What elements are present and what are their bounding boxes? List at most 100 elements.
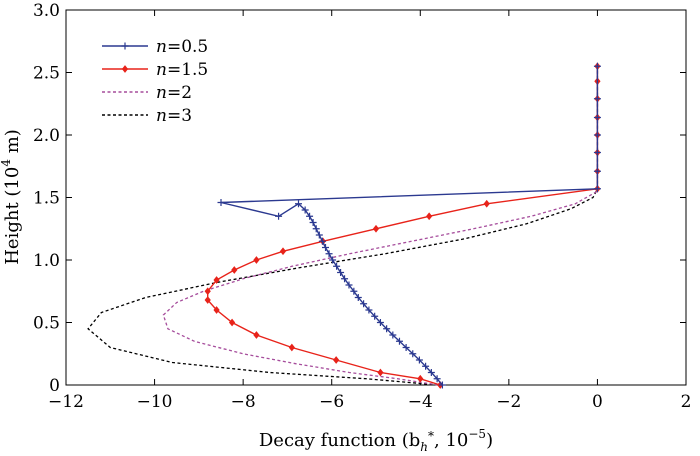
x-tick-label: −6 <box>319 392 344 412</box>
legend-label-n-0-5: n=0.5 <box>156 37 208 57</box>
x-tick-label: −8 <box>231 392 256 412</box>
data-point-n-1-5 <box>417 374 424 383</box>
legend-label-value: =2 <box>167 83 192 103</box>
data-point-n-0-5 <box>402 344 410 351</box>
series-line-n-3 <box>87 66 599 386</box>
data-point-n-1-5 <box>231 266 238 274</box>
data-point-n-0-5 <box>325 250 333 258</box>
y-tick-label: 1.0 <box>33 251 60 271</box>
data-point-n-0-5 <box>312 225 320 233</box>
data-point-n-0-5 <box>329 256 337 264</box>
data-point-n-0-5 <box>427 369 435 376</box>
data-point-n-0-5 <box>341 275 349 283</box>
y-tick-label: 2.0 <box>33 126 60 146</box>
x-axis-label-sub: h <box>420 440 428 454</box>
data-point-n-1-5 <box>228 318 236 327</box>
legend-label-n-3: n=3 <box>156 106 192 126</box>
data-point-n-0-5 <box>350 287 358 295</box>
x-axis-label-exp: −5 <box>468 427 486 441</box>
data-point-n-0-5 <box>395 337 403 345</box>
legend-label-var: n <box>156 37 167 57</box>
x-axis-label-close: ) <box>486 430 493 451</box>
data-point-n-0-5 <box>593 114 601 121</box>
data-point-n-0-5 <box>315 231 323 239</box>
data-point-n-0-5 <box>593 167 601 175</box>
data-point-n-1-5 <box>213 276 220 284</box>
x-tick-label: 0 <box>592 392 603 412</box>
data-point-n-0-5 <box>415 356 423 364</box>
series-n-1-5 <box>204 62 601 389</box>
data-point-n-0-5 <box>345 281 353 289</box>
legend-label-value: =0.5 <box>167 37 208 57</box>
x-tick-label: 2 <box>681 392 692 412</box>
data-point-n-1-5 <box>483 199 490 208</box>
data-point-n-1-5 <box>253 331 260 339</box>
data-point-n-1-5 <box>204 287 211 296</box>
data-point-n-1-5 <box>288 343 295 352</box>
data-point-n-1-5 <box>204 296 211 304</box>
x-axis-label-sup: * <box>428 429 434 443</box>
data-point-n-0-5 <box>409 350 417 358</box>
axis-ticks: −12 −10 −8 −6 −4 −2 0 2 0 0.5 1.0 1.5 2.0 2.5 3.0 <box>33 1 691 412</box>
data-point-n-0-5 <box>301 206 309 214</box>
data-point-n-0-5 <box>422 362 430 370</box>
data-point-n-0-5 <box>376 319 384 326</box>
y-tick-label: 3.0 <box>33 1 60 21</box>
data-point-n-1-5 <box>213 306 220 314</box>
y-axis-label-main: Height (10 <box>2 167 23 265</box>
data-point-n-0-5 <box>593 185 601 193</box>
y-axis-label-sup: 4 <box>0 159 13 167</box>
data-point-n-0-5 <box>593 62 601 70</box>
data-point-n-1-5 <box>279 247 287 256</box>
data-point-n-0-5 <box>333 262 341 270</box>
data-point-n-0-5 <box>593 95 601 103</box>
y-axis-label: Height (104 m) <box>0 129 23 265</box>
data-point-n-0-5 <box>306 212 314 220</box>
data-point-n-1-5 <box>333 356 340 364</box>
x-tick-label: −10 <box>137 392 173 412</box>
y-tick-label: 0.5 <box>33 314 60 334</box>
data-point-n-1-5 <box>372 224 380 233</box>
data-point-n-0-5 <box>438 381 446 389</box>
data-point-n-1-5 <box>377 368 384 377</box>
data-point-n-0-5 <box>322 244 330 251</box>
data-point-n-0-5 <box>295 200 302 208</box>
x-tick-label: −2 <box>496 392 521 412</box>
y-axis-label-suffix: m) <box>2 129 23 159</box>
legend-label-n-1-5: n=1.5 <box>156 60 208 80</box>
data-point-n-0-5 <box>593 131 601 139</box>
series-layer <box>87 62 601 389</box>
legend: n=0.5n=1.5n=2n=3 <box>102 37 208 126</box>
legend-label-var: n <box>156 60 167 80</box>
data-point-n-1-5 <box>253 256 260 264</box>
series-line-n-0-5 <box>220 66 599 386</box>
series-n-0-5 <box>217 62 601 389</box>
data-point-n-0-5 <box>593 149 601 156</box>
legend-label-value: =1.5 <box>167 60 208 80</box>
x-tick-label: −12 <box>48 392 84 412</box>
data-point-n-0-5 <box>360 300 368 308</box>
data-point-n-1-5 <box>426 212 433 221</box>
x-axis-label: Decay function (bh*, 10−5) <box>259 427 493 454</box>
series-line-n-1-5 <box>206 66 599 386</box>
series-n-2 <box>162 66 599 386</box>
series-line-n-2 <box>162 66 599 386</box>
data-point-n-0-5 <box>383 325 391 333</box>
x-axis-label-main: Decay function (b <box>259 430 420 451</box>
data-point-n-0-5 <box>337 269 345 276</box>
data-point-n-0-5 <box>217 199 225 206</box>
y-tick-label: 2.5 <box>33 64 60 84</box>
data-point-n-0-5 <box>354 294 362 301</box>
x-axis-label-suffix: , 10 <box>434 430 468 451</box>
y-tick-label: 0 <box>49 376 60 396</box>
series-n-3 <box>87 66 599 386</box>
legend-marker-n-0-5 <box>121 42 129 50</box>
data-point-n-0-5 <box>318 237 326 245</box>
data-point-n-0-5 <box>433 375 441 383</box>
data-point-n-0-5 <box>371 312 379 320</box>
legend-marker-n-1-5 <box>121 65 129 73</box>
legend-label-var: n <box>156 83 167 103</box>
data-point-n-0-5 <box>309 219 317 226</box>
y-tick-label: 1.5 <box>33 189 60 209</box>
